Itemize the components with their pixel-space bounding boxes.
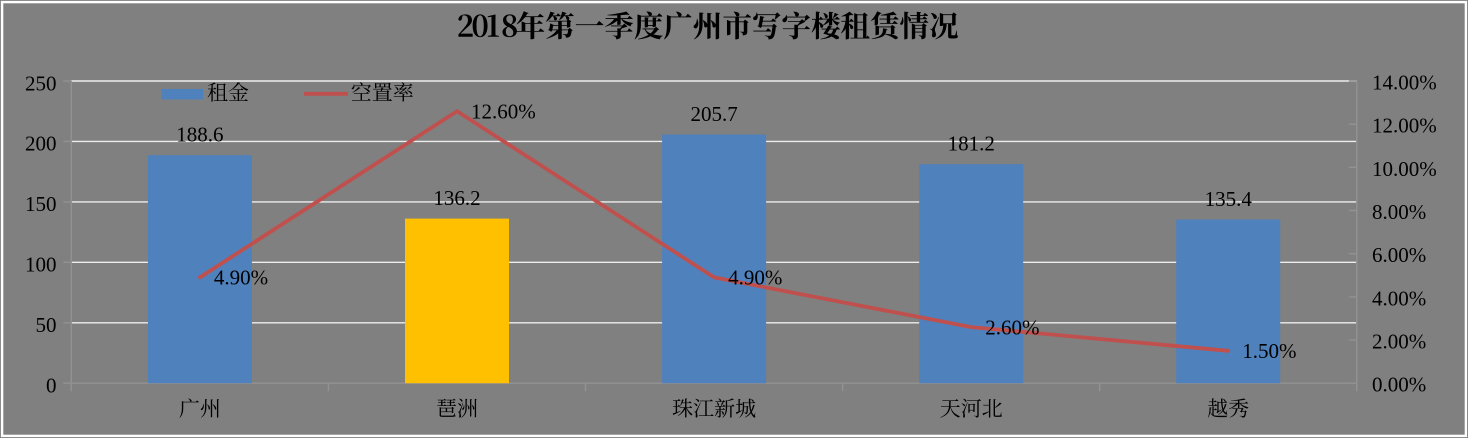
svg-text:0.00%: 0.00% — [1372, 373, 1426, 397]
svg-text:4.90%: 4.90% — [214, 266, 268, 290]
svg-text:4.00%: 4.00% — [1372, 286, 1426, 310]
svg-text:12.00%: 12.00% — [1372, 114, 1437, 138]
svg-text:14.00%: 14.00% — [1372, 71, 1437, 95]
svg-text:0: 0 — [46, 374, 57, 398]
svg-text:100: 100 — [25, 253, 57, 277]
svg-text:2.60%: 2.60% — [985, 315, 1039, 339]
svg-text:8.00%: 8.00% — [1372, 200, 1426, 224]
svg-text:136.2: 136.2 — [433, 186, 480, 210]
svg-text:188.6: 188.6 — [176, 123, 223, 147]
svg-text:4.90%: 4.90% — [728, 266, 782, 290]
svg-text:10.00%: 10.00% — [1372, 157, 1437, 181]
svg-text:205.7: 205.7 — [690, 102, 737, 126]
svg-text:135.4: 135.4 — [1205, 187, 1253, 211]
svg-text:250: 250 — [25, 71, 57, 95]
svg-text:12.60%: 12.60% — [471, 100, 536, 124]
svg-text:181.2: 181.2 — [948, 132, 995, 156]
svg-text:200: 200 — [25, 132, 57, 156]
svg-text:150: 150 — [25, 192, 57, 216]
svg-text:50: 50 — [36, 313, 57, 337]
svg-text:2.00%: 2.00% — [1372, 330, 1426, 354]
svg-text:6.00%: 6.00% — [1372, 243, 1426, 267]
svg-text:1.50%: 1.50% — [1242, 339, 1296, 363]
